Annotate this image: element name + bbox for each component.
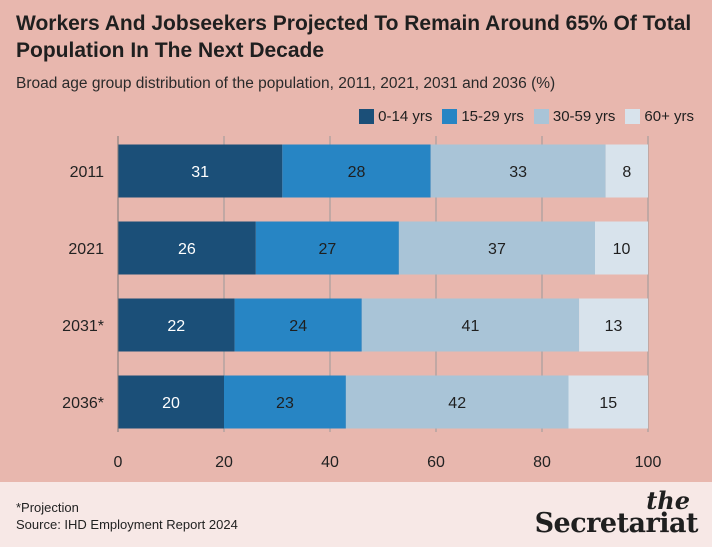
legend-label-15-29: 15-29 yrs xyxy=(461,108,524,125)
data-label: 31 xyxy=(191,164,209,181)
legend-item-60-plus: 60+ yrs xyxy=(625,108,694,125)
x-tick-label: 0 xyxy=(114,454,123,471)
legend-item-30-59: 30-59 yrs xyxy=(533,108,616,125)
bar-segment xyxy=(118,221,256,275)
logo-the: the xyxy=(646,486,690,515)
data-label: 15 xyxy=(599,395,617,412)
category-label: 2031* xyxy=(62,318,104,335)
data-label: 22 xyxy=(167,318,185,335)
bar-segment xyxy=(605,144,648,198)
legend-swatch-0-14 xyxy=(359,109,375,124)
bar-segment xyxy=(595,221,648,275)
legend-item-0-14: 0-14 yrs xyxy=(359,108,432,125)
bar-segment xyxy=(255,221,399,275)
bar-segment xyxy=(568,375,648,429)
bar-segment xyxy=(282,144,431,198)
legend-swatch-60-plus xyxy=(625,109,641,124)
bar-segment xyxy=(118,144,283,198)
legend: 0-14 yrs 15-29 yrs 30-59 yrs 60+ yrs xyxy=(359,108,694,125)
source-note: Source: IHD Employment Report 2024 xyxy=(16,517,238,532)
bar-segment xyxy=(234,298,362,352)
data-label: 42 xyxy=(448,395,466,412)
bar-segment xyxy=(398,221,595,275)
legend-label-30-59: 30-59 yrs xyxy=(552,108,616,125)
footer: *Projection Source: IHD Employment Repor… xyxy=(0,482,712,547)
data-label: 37 xyxy=(488,241,506,258)
legend-swatch-30-59 xyxy=(533,109,549,124)
category-label: 2011 xyxy=(70,164,105,181)
x-tick-label: 80 xyxy=(533,454,551,471)
data-label: 23 xyxy=(276,395,294,412)
data-label: 28 xyxy=(348,164,366,181)
bar-segment xyxy=(118,298,235,352)
chart-title: Workers And Jobseekers Projected To Rema… xyxy=(16,12,692,62)
bar-segment xyxy=(430,144,606,198)
legend-swatch-15-29 xyxy=(442,109,458,124)
bar-segment xyxy=(118,375,224,429)
bar-segment xyxy=(224,375,346,429)
data-label: 33 xyxy=(509,164,527,181)
data-label: 13 xyxy=(605,318,623,335)
data-label: 26 xyxy=(178,241,196,258)
x-tick-label: 20 xyxy=(215,454,233,471)
bar-segment xyxy=(579,298,648,352)
data-label: 10 xyxy=(613,241,631,258)
legend-item-15-29: 15-29 yrs xyxy=(442,108,524,125)
stacked-bar-chart: 0 20 40 60 80 100 2011 31 28 33 8 2021 26 27 37 10 2031*… xyxy=(62,136,662,471)
x-tick-label: 100 xyxy=(635,454,662,471)
data-label: 20 xyxy=(162,395,180,412)
chart-subtitle: Broad age group distribution of the popu… xyxy=(16,75,556,92)
projection-note: *Projection xyxy=(16,500,79,515)
x-tick-label: 60 xyxy=(427,454,445,471)
data-label: 27 xyxy=(318,241,336,258)
bar-segment xyxy=(345,375,569,429)
bar-segment xyxy=(361,298,580,352)
category-label: 2036* xyxy=(62,395,104,412)
data-label: 41 xyxy=(462,318,480,335)
logo-secretariat: Secretariat xyxy=(534,508,699,539)
data-label: 8 xyxy=(622,164,631,181)
legend-label-60-plus: 60+ yrs xyxy=(644,108,694,125)
legend-label-0-14: 0-14 yrs xyxy=(378,108,433,125)
data-label: 24 xyxy=(289,318,307,335)
category-label: 2021 xyxy=(68,241,104,258)
x-tick-label: 40 xyxy=(321,454,339,471)
